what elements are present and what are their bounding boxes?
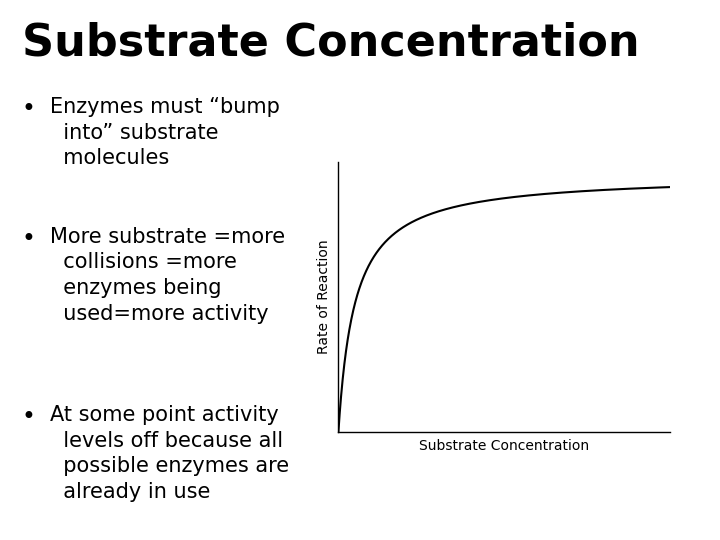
Text: Enzymes must “bump
  into” substrate
  molecules: Enzymes must “bump into” substrate molec… <box>50 97 280 168</box>
Text: •: • <box>22 405 35 429</box>
Text: More substrate =more
  collisions =more
  enzymes being
  used=more activity: More substrate =more collisions =more en… <box>50 227 286 323</box>
Text: •: • <box>22 227 35 251</box>
Text: Substrate Concentration: Substrate Concentration <box>22 22 639 65</box>
Text: At some point activity
  levels off because all
  possible enzymes are
  already: At some point activity levels off becaus… <box>50 405 289 502</box>
Y-axis label: Rate of Reaction: Rate of Reaction <box>318 240 331 354</box>
Text: •: • <box>22 97 35 121</box>
X-axis label: Substrate Concentration: Substrate Concentration <box>419 439 589 453</box>
